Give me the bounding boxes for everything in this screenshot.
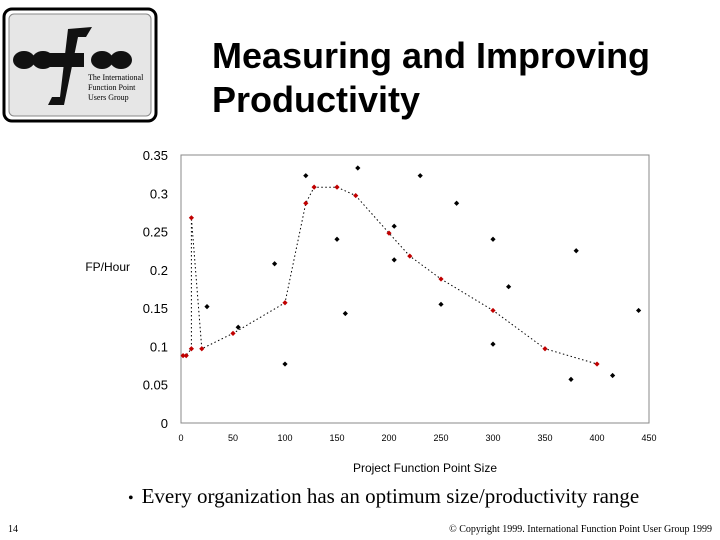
- svg-text:Users Group: Users Group: [88, 93, 129, 102]
- data-point-series-1: [573, 248, 579, 254]
- svg-text:Function Point: Function Point: [88, 83, 136, 92]
- x-tick-label: 350: [537, 433, 552, 443]
- data-point-series-2: [594, 361, 600, 367]
- y-tick-label: 0.25: [143, 225, 168, 240]
- productivity-scatter-chart: 0 0.05 0.1 0.15 0.2 0.25 0.3 0.35 0 50 100 150 200 2…: [85, 148, 656, 475]
- x-axis-label: Project Function Point Size: [353, 461, 497, 475]
- y-tick-label: 0.2: [150, 263, 168, 278]
- x-tick-label: 200: [381, 433, 396, 443]
- data-point-series-2: [188, 215, 194, 221]
- x-tick-label: 150: [329, 433, 344, 443]
- data-point-series-2: [188, 346, 194, 352]
- logo-emblem-icon: [13, 27, 132, 105]
- data-points: [180, 165, 642, 382]
- y-tick-label: 0.05: [143, 378, 168, 393]
- data-point-series-2: [303, 200, 309, 206]
- logo-wordmark: The International Function Point Users G…: [88, 73, 144, 102]
- data-point-series-1: [334, 236, 340, 242]
- slide-title-line-1: Measuring and Improving: [212, 35, 651, 76]
- data-point-series-1: [636, 307, 642, 314]
- copyright-notice: © Copyright 1999. International Function…: [449, 524, 712, 535]
- slide-title-line-2: Productivity: [212, 79, 421, 120]
- data-point-series-2: [180, 353, 186, 359]
- x-tick-label: 400: [589, 433, 604, 443]
- x-tick-label: 450: [641, 433, 656, 443]
- data-point-series-2: [407, 253, 413, 259]
- data-point-series-2: [542, 346, 548, 352]
- data-point-series-2: [386, 230, 392, 236]
- data-point-series-1: [282, 361, 288, 367]
- data-point-series-1: [342, 310, 348, 317]
- y-tick-label: 0.1: [150, 339, 168, 354]
- data-point-series-1: [490, 236, 496, 242]
- bullet-text: Every organization has an optimum size/p…: [141, 484, 640, 508]
- data-point-series-1: [568, 376, 574, 382]
- data-point-series-1: [272, 261, 278, 267]
- x-tick-label: 300: [485, 433, 500, 443]
- x-tick-label: 100: [277, 433, 292, 443]
- bullet-dot-icon: •: [128, 490, 134, 507]
- y-tick-label: 0.3: [150, 186, 168, 201]
- data-point-series-2: [438, 276, 444, 282]
- ifpug-logo: The International Function Point Users G…: [2, 7, 158, 123]
- trend-line: [183, 186, 598, 365]
- data-point-series-1: [391, 257, 397, 263]
- data-point-series-1: [235, 324, 241, 330]
- x-tick-label: 50: [228, 433, 238, 443]
- data-point-series-1: [303, 173, 309, 179]
- data-point-series-1: [610, 372, 616, 379]
- bullet-point: • Every organization has an optimum size/…: [128, 484, 639, 509]
- data-point-series-2: [199, 346, 205, 352]
- data-point-series-1: [490, 341, 496, 347]
- data-point-series-1: [438, 301, 444, 307]
- data-point-series-1: [355, 165, 361, 171]
- page-number: 14: [8, 524, 18, 535]
- y-tick-label: 0.35: [143, 148, 168, 163]
- data-point-series-2: [311, 184, 317, 190]
- data-point-series-2: [230, 330, 236, 337]
- data-point-series-1: [391, 223, 397, 229]
- slide-title: Measuring and Improving Productivity: [212, 34, 650, 122]
- x-tick-label: 250: [433, 433, 448, 443]
- plot-area: [180, 154, 650, 424]
- data-point-series-1: [204, 304, 210, 310]
- y-axis-ticks: 0 0.05 0.1 0.15 0.2 0.25 0.3 0.35: [143, 148, 168, 431]
- data-point-series-2: [353, 192, 359, 199]
- y-axis-label: FP/Hour: [85, 260, 130, 274]
- data-point-series-2: [334, 184, 340, 190]
- y-tick-label: 0: [161, 416, 168, 431]
- data-point-series-2: [282, 300, 288, 306]
- svg-text:The International: The International: [88, 73, 144, 82]
- data-point-series-2: [183, 353, 189, 359]
- data-point-series-1: [506, 284, 512, 290]
- data-point-series-1: [454, 200, 460, 206]
- data-point-series-2: [490, 307, 496, 314]
- y-tick-label: 0.15: [143, 301, 168, 316]
- data-point-series-1: [417, 173, 423, 179]
- x-axis-ticks: 0 50 100 150 200 250 300 350 400 450: [178, 433, 656, 443]
- x-tick-label: 0: [178, 433, 183, 443]
